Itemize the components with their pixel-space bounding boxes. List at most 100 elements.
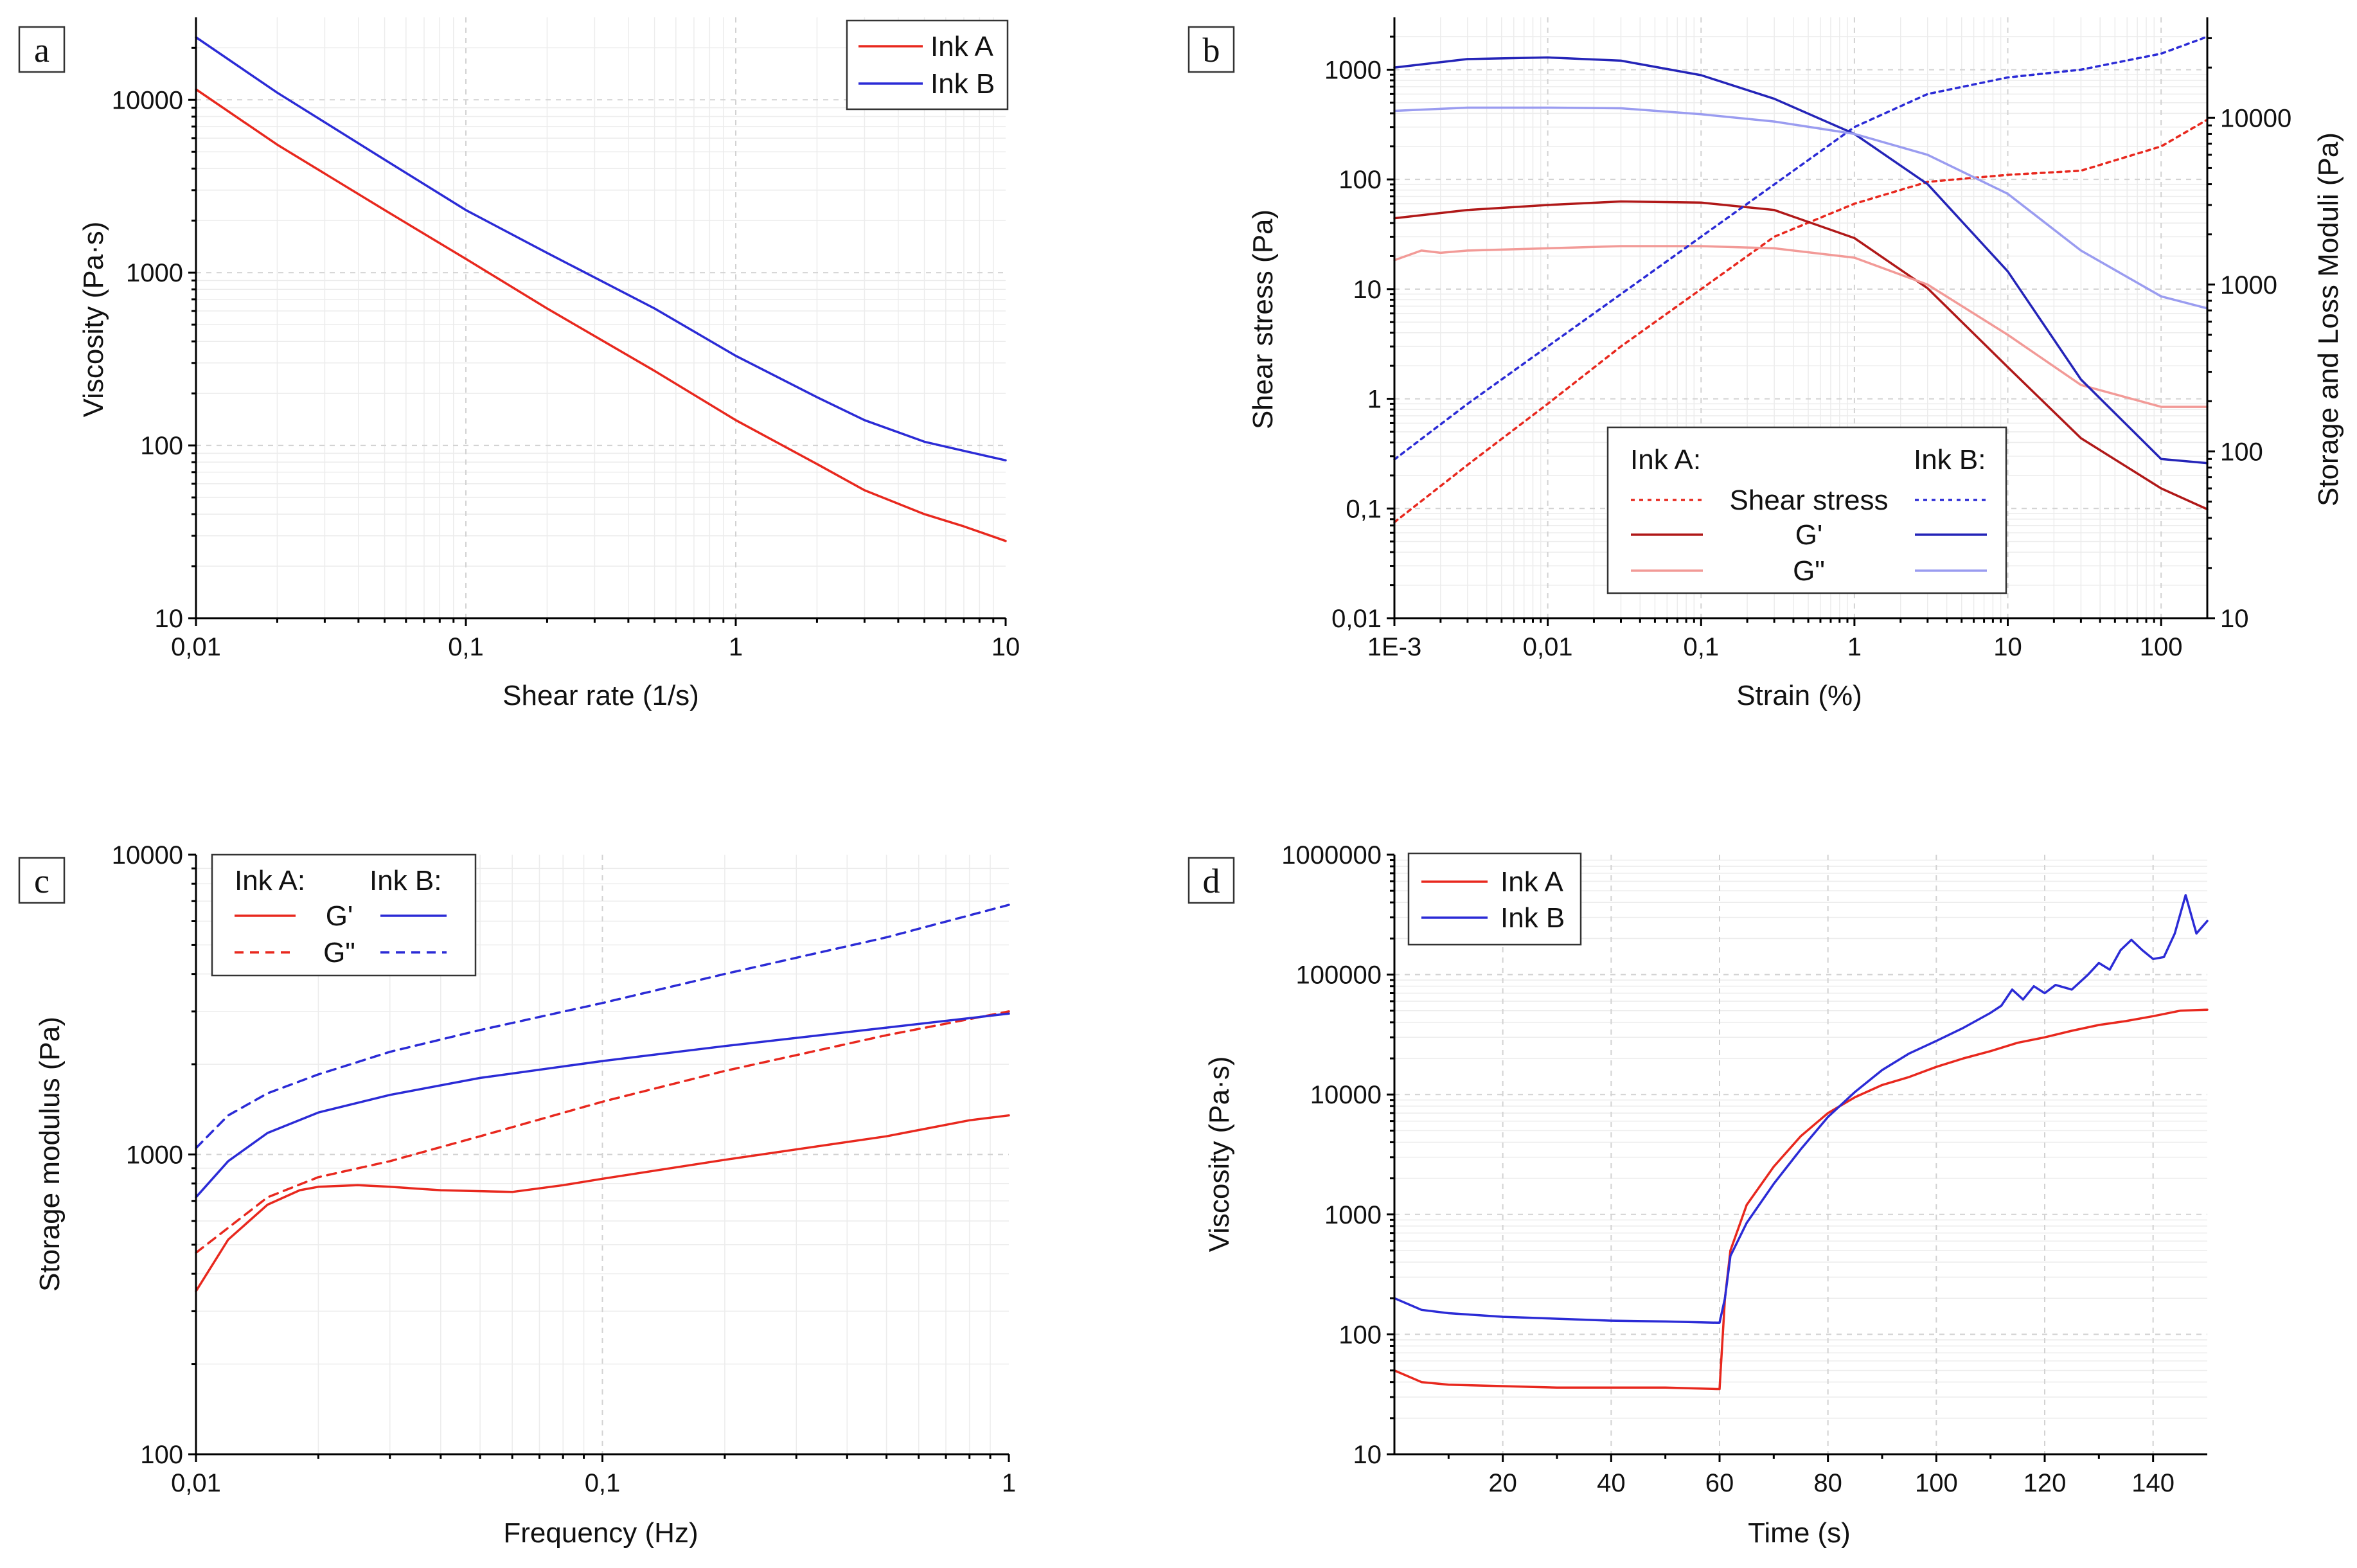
panel-a-legend-box xyxy=(846,19,1009,111)
panel-b-x-axis-title: Strain (%) xyxy=(1736,680,1862,711)
legend-b-shear-stress-label: Shear stress xyxy=(1730,485,1889,516)
x-tick-label: 0,01 xyxy=(171,633,221,661)
panel-a-label-box xyxy=(18,26,66,73)
series-line-ink-b xyxy=(1393,894,2209,1324)
panel-d-label-box xyxy=(1187,857,1235,904)
x-tick-label: 100 xyxy=(2140,633,2183,661)
y2-tick-label: 1000 xyxy=(2220,271,2277,299)
series-line-ink-b-g-prime xyxy=(1393,56,2209,465)
panel-c-axes: 0,01 0,1 1 100 1000 10000 xyxy=(112,841,1016,1497)
legend-c-g-double-prime-label: G" xyxy=(323,937,355,968)
y-tick-label: 1000000 xyxy=(1281,841,1382,869)
panel-d: d 20 40 60 80 100 120 140 10 100 1000 10000 100000 1… xyxy=(1187,841,2209,1549)
x-tick-label: 120 xyxy=(2023,1469,2067,1497)
y-tick-label: 1000 xyxy=(1324,1201,1382,1229)
panel-c: c 0,01 0,1 1 100 1000 10000 Frequency (Hz) St… xyxy=(18,841,1016,1549)
y-tick-label: 10000 xyxy=(1310,1081,1382,1109)
panel-c-label-box xyxy=(18,857,66,904)
legend-c-ink-b-title: Ink B: xyxy=(369,865,442,896)
y-tick-label: 10 xyxy=(1353,276,1382,304)
panel-d-x-axis-title: Time (s) xyxy=(1748,1517,1851,1549)
panel-b-legend-box xyxy=(1606,426,2007,594)
x-tick-label: 1E-3 xyxy=(1367,633,1422,661)
panel-c-label: c xyxy=(34,862,49,900)
panel-d-legend: Ink A Ink B xyxy=(1407,852,1582,946)
x-tick-label: 0,1 xyxy=(585,1469,621,1497)
x-tick-label: 20 xyxy=(1488,1469,1517,1497)
legend-label-ink-b: Ink B xyxy=(930,68,995,100)
y-tick-label: 1000 xyxy=(126,259,183,287)
series-line-ink-a-g-prime xyxy=(195,1114,1010,1292)
y-tick-label: 1 xyxy=(1367,386,1382,414)
panel-a-x-axis-title: Shear rate (1/s) xyxy=(503,680,699,711)
y-tick-label: 10 xyxy=(155,605,184,633)
series-line-ink-a xyxy=(195,88,1007,542)
y-tick-label: 100 xyxy=(1339,166,1382,194)
panel-d-legend-box xyxy=(1407,852,1582,946)
series-line-ink-a-shear-stress xyxy=(1393,118,2209,524)
panel-b-y2-axis-title: Storage and Loss Moduli (Pa) xyxy=(2313,132,2344,506)
panel-d-label: d xyxy=(1203,862,1220,900)
panel-b-label: b xyxy=(1203,31,1220,69)
y2-tick-label: 10000 xyxy=(2220,104,2291,132)
x-tick-label: 100 xyxy=(1915,1469,1958,1497)
x-tick-label: 0,1 xyxy=(448,633,484,661)
series-line-ink-b-g-double-prime xyxy=(195,904,1010,1150)
panel-a-grid xyxy=(196,17,1006,618)
x-tick-label: 0,1 xyxy=(1683,633,1719,661)
panel-b-y-axis-title: Shear stress (Pa) xyxy=(1247,209,1279,429)
x-tick-label: 1 xyxy=(729,633,743,661)
legend-label-ink-a: Ink A xyxy=(930,31,993,62)
series-line-ink-b-g-prime xyxy=(195,1012,1010,1198)
series-line-ink-a xyxy=(1393,1008,2209,1391)
y-tick-label: 10000 xyxy=(112,86,183,114)
x-tick-label: 10 xyxy=(1993,633,2022,661)
y-tick-label: 1000 xyxy=(1324,56,1382,84)
y2-tick-label: 100 xyxy=(2220,438,2263,466)
panel-d-y-axis-title: Viscosity (Pa·s) xyxy=(1204,1056,1235,1252)
y2-tick-label: 10 xyxy=(2220,605,2249,633)
series-line-ink-b-shear-stress xyxy=(1393,35,2209,461)
panel-b: b 1E-3 0,01 0,1 1 10 1000,010,111010010001010… xyxy=(1187,17,2344,711)
y-tick-label: 100 xyxy=(140,1441,183,1469)
legend-d-label-ink-a: Ink A xyxy=(1500,866,1563,898)
panel-b-legend: Ink A: Ink B: Shear stress G' G" xyxy=(1606,426,2007,594)
panel-a-series xyxy=(195,36,1007,542)
legend-c-g-prime-label: G' xyxy=(326,900,353,932)
x-tick-label: 1 xyxy=(1847,633,1862,661)
panel-c-y-axis-title: Storage modulus (Pa) xyxy=(34,1017,66,1292)
panel-a-label: a xyxy=(34,31,49,69)
x-tick-label: 1 xyxy=(1002,1469,1016,1497)
panel-b-series xyxy=(1393,35,2209,524)
legend-b-ink-a-title: Ink A: xyxy=(1630,444,1701,476)
x-tick-label: 0,01 xyxy=(171,1469,221,1497)
legend-c-ink-a-title: Ink A: xyxy=(235,865,305,896)
panel-c-x-axis-title: Frequency (Hz) xyxy=(503,1517,698,1549)
legend-b-ink-b-title: Ink B: xyxy=(1914,444,1986,476)
panel-a-axes: 0,01 0,1 1 10 10 100 1000 10000 xyxy=(112,17,1020,661)
series-line-ink-a-g-double-prime xyxy=(1393,245,2209,408)
panel-c-legend: Ink A: Ink B: G' G" xyxy=(211,853,477,977)
panel-b-label-box xyxy=(1187,26,1235,73)
series-line-ink-b-g-double-prime xyxy=(1393,106,2209,310)
x-tick-label: 60 xyxy=(1705,1469,1734,1497)
y-tick-label: 1000 xyxy=(126,1141,183,1170)
y-tick-label: 0,1 xyxy=(1346,495,1382,523)
y-tick-label: 100 xyxy=(140,432,183,460)
x-tick-label: 0,01 xyxy=(1523,633,1573,661)
x-tick-label: 80 xyxy=(1813,1469,1842,1497)
panel-b-axes: 1E-3 0,01 0,1 1 10 1000,010,11101001000101001… xyxy=(1324,17,2291,661)
panel-d-axes: 20 40 60 80 100 120 140 10 100 1000 10000 100000 100… xyxy=(1281,841,2207,1497)
panel-d-series xyxy=(1393,894,2209,1391)
legend-b-g-prime-label: G' xyxy=(1795,519,1823,551)
panel-a-y-axis-title: Viscosity (Pa·s) xyxy=(78,222,109,418)
series-line-ink-a-g-prime xyxy=(1393,200,2209,511)
y-tick-label: 100000 xyxy=(1296,961,1382,990)
series-line-ink-a-g-double-prime xyxy=(195,1010,1010,1254)
x-tick-label: 10 xyxy=(992,633,1020,661)
y-tick-label: 10 xyxy=(1353,1441,1382,1469)
y-tick-label: 100 xyxy=(1339,1321,1382,1349)
series-line-ink-b xyxy=(195,36,1007,462)
y-tick-label: 0,01 xyxy=(1331,605,1382,633)
